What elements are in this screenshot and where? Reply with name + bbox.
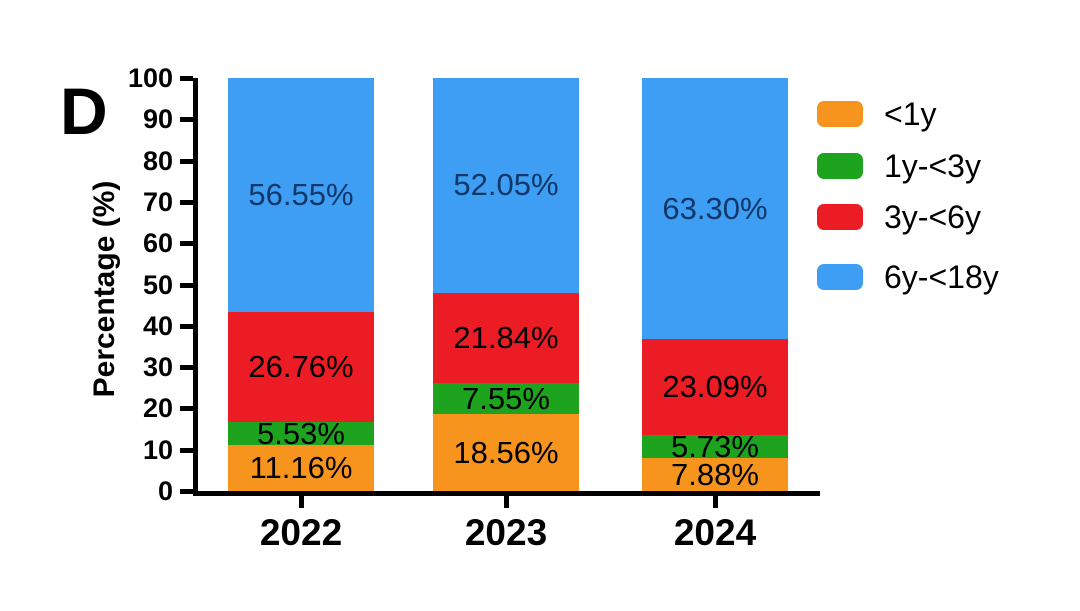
y-tick-label: 20	[142, 393, 173, 424]
bar-segment: 5.73%	[642, 429, 788, 464]
segment-value-label: 56.55%	[248, 176, 354, 212]
bar-segment: 5.53%	[228, 416, 374, 451]
legend-swatch	[817, 204, 863, 230]
bar-segment: 56.55%	[228, 78, 374, 312]
y-axis-line	[193, 78, 198, 496]
y-tick-mark	[180, 199, 193, 205]
legend-item: 6y-<18y	[817, 258, 999, 296]
y-tick-mark	[180, 282, 193, 288]
legend-label: 3y-<6y	[884, 198, 981, 235]
bar-2022: 11.16% 5.53% 26.76% 56.55%	[228, 78, 374, 491]
y-tick-label: 30	[142, 352, 173, 383]
segment-value-label: 21.84%	[453, 320, 559, 356]
y-tick-mark	[180, 365, 193, 371]
bar-segment: 7.88%	[642, 456, 788, 492]
y-tick-mark	[180, 76, 193, 81]
bar-segment: 7.55%	[433, 380, 579, 416]
bar-segment: 52.05%	[433, 78, 579, 293]
y-tick-label: 90	[142, 104, 173, 135]
y-tick-mark	[180, 241, 193, 247]
y-tick-label: 0	[157, 476, 173, 506]
segment-value-label: 7.55%	[462, 380, 550, 416]
legend-item: 3y-<6y	[817, 198, 981, 236]
bar-2024: 7.88% 5.73% 23.09% 63.30%	[642, 78, 788, 492]
y-tick-label: 40	[142, 310, 173, 341]
legend-swatch	[817, 101, 863, 127]
y-tick-mark	[180, 117, 193, 123]
segment-value-label: 52.05%	[453, 167, 559, 203]
legend-swatch	[817, 264, 863, 290]
segment-value-label: 26.76%	[248, 348, 354, 384]
bar-segment: 18.56%	[433, 414, 579, 491]
y-tick-label: 10	[142, 434, 173, 465]
segment-value-label: 11.16%	[249, 449, 353, 485]
segment-value-label: 7.88%	[671, 456, 759, 492]
y-tick-label: 80	[142, 145, 173, 176]
y-tick-label: 60	[142, 228, 173, 259]
y-tick-mark	[180, 323, 193, 329]
bar-segment: 21.84%	[433, 292, 579, 384]
x-tick-mark	[298, 496, 304, 508]
legend-label: 6y-<18y	[884, 258, 999, 295]
segment-value-label: 23.09%	[662, 369, 768, 405]
plot-area: 11.16% 5.53% 26.76% 56.55% 18.56% 7.55% 21.84%…	[198, 78, 820, 492]
panel-label: D	[60, 74, 108, 148]
bar-segment: 23.09%	[642, 339, 788, 435]
legend-item: 1y-<3y	[817, 147, 981, 185]
y-tick-mark	[180, 406, 193, 412]
y-tick-label: 50	[142, 269, 173, 300]
legend-swatch	[817, 153, 863, 179]
x-axis-line	[193, 491, 820, 496]
y-tick-mark	[180, 447, 193, 453]
x-tick-mark	[712, 496, 718, 508]
x-category-label: 2024	[673, 512, 757, 553]
legend-item: <1y	[817, 95, 936, 133]
y-tick-mark	[180, 158, 193, 164]
bar-2023: 18.56% 7.55% 21.84% 52.05%	[433, 78, 579, 491]
bar-segment: 11.16%	[228, 444, 374, 491]
bar-segment: 63.30%	[642, 78, 788, 340]
segment-value-label: 18.56%	[453, 434, 559, 470]
segment-value-label: 63.30%	[662, 190, 768, 226]
y-tick-label: 100	[127, 63, 173, 93]
bar-segment: 26.76%	[228, 311, 374, 423]
x-tick-mark	[503, 496, 509, 508]
y-tick-label: 70	[142, 186, 173, 217]
legend-label: 1y-<3y	[884, 147, 981, 184]
x-category-label: 2022	[259, 512, 343, 553]
legend-label: <1y	[884, 95, 937, 132]
x-category-label: 2023	[464, 512, 548, 553]
y-tick-mark	[180, 489, 193, 494]
